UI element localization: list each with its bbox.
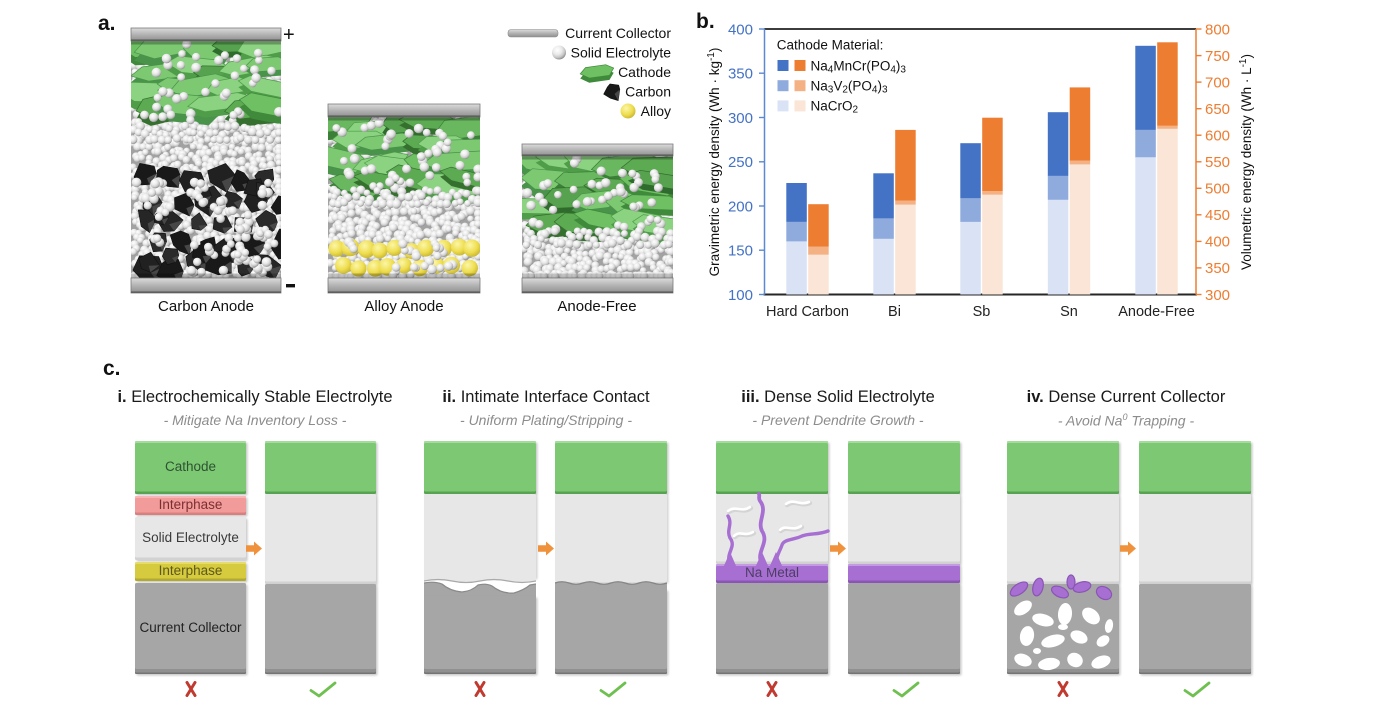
svg-text:100: 100 [728, 287, 753, 304]
svg-text:Bi: Bi [888, 304, 901, 320]
svg-text:350: 350 [1205, 260, 1230, 277]
svg-text:Anode-Free: Anode-Free [557, 298, 636, 315]
svg-text:250: 250 [728, 154, 753, 171]
svg-text:400: 400 [1205, 234, 1230, 251]
svg-text:450: 450 [1205, 207, 1230, 224]
svg-text:200: 200 [728, 198, 753, 215]
svg-text:600: 600 [1205, 128, 1230, 145]
svg-text:300: 300 [1205, 287, 1230, 304]
svg-text:550: 550 [1205, 154, 1230, 171]
svg-text:NaCrO2: NaCrO2 [811, 99, 859, 116]
svg-text:a.: a. [98, 12, 116, 35]
svg-text:Carbon: Carbon [625, 84, 671, 100]
svg-text:b.: b. [696, 10, 715, 33]
svg-text:Carbon Anode: Carbon Anode [158, 298, 254, 315]
svg-text:Cathode: Cathode [618, 64, 671, 80]
svg-text:Sn: Sn [1060, 304, 1078, 320]
svg-text:Current Collector: Current Collector [565, 25, 671, 41]
svg-text:400: 400 [728, 21, 753, 38]
svg-text:650: 650 [1205, 101, 1230, 118]
svg-text:300: 300 [728, 110, 753, 127]
svg-text:Volumetric energy density (Wh: Volumetric energy density (Wh · L-1) [1238, 54, 1255, 270]
svg-text:Cathode Material:: Cathode Material: [777, 37, 884, 52]
svg-text:Na4MnCr(PO4)3: Na4MnCr(PO4)3 [811, 58, 907, 75]
svg-text:Solid Electrolyte: Solid Electrolyte [571, 45, 672, 61]
svg-text:+: + [283, 24, 295, 46]
svg-text:Sb: Sb [973, 304, 991, 320]
svg-text:800: 800 [1205, 21, 1230, 38]
svg-text:Gravimetric energy density (Wh: Gravimetric energy density (Wh · kg-1) [706, 48, 723, 277]
svg-text:150: 150 [728, 243, 753, 260]
svg-text:Anode-Free: Anode-Free [1118, 304, 1195, 320]
svg-text:Hard Carbon: Hard Carbon [766, 304, 849, 320]
svg-text:Na3V2(PO4)3: Na3V2(PO4)3 [811, 79, 888, 96]
svg-text:Alloy Anode: Alloy Anode [364, 298, 443, 315]
svg-text:Alloy: Alloy [641, 103, 671, 119]
svg-text:700: 700 [1205, 74, 1230, 91]
svg-text:350: 350 [728, 66, 753, 83]
svg-text:750: 750 [1205, 48, 1230, 65]
svg-text:500: 500 [1205, 181, 1230, 198]
